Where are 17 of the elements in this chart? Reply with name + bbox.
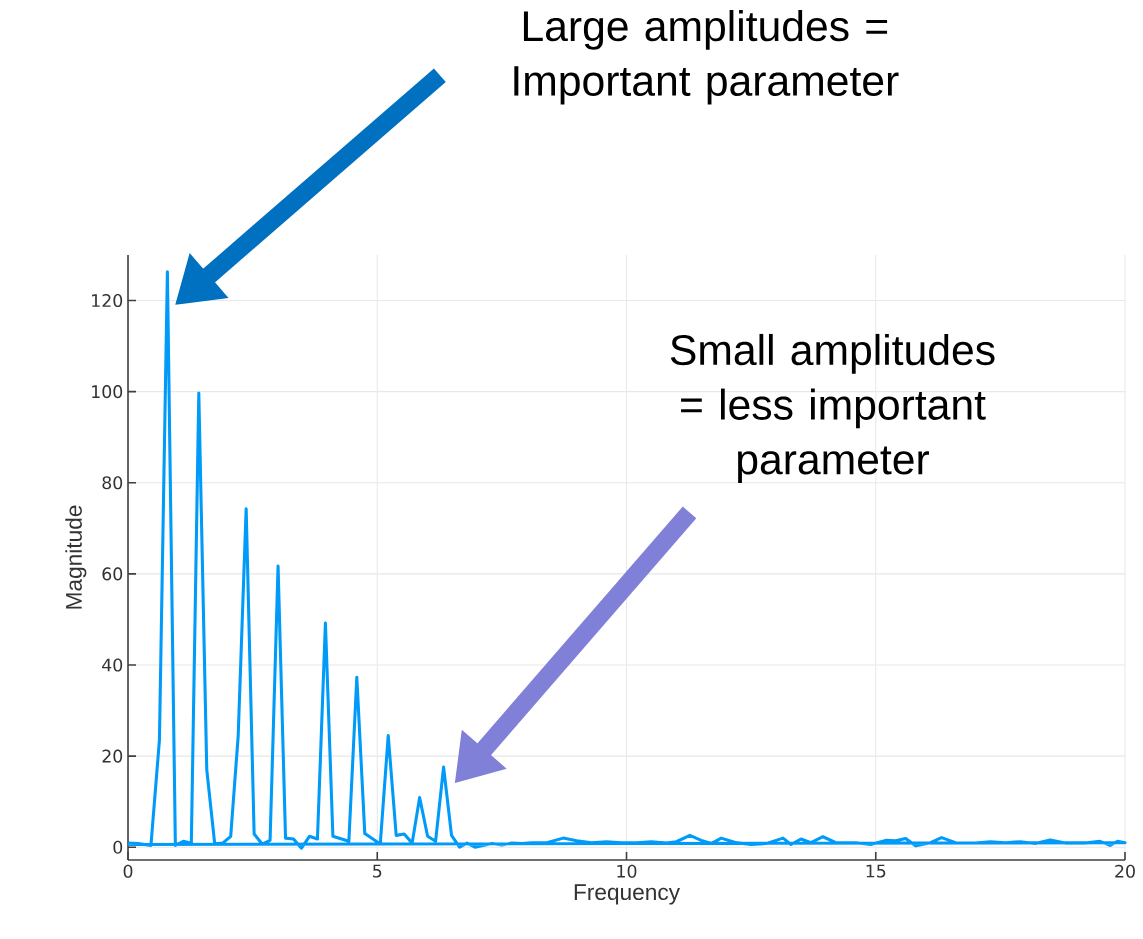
annotation: Small amplitudes = less important parameter xyxy=(670,333,995,483)
y-axis-title: Magnitude xyxy=(65,505,87,609)
y-tick-label: 80 xyxy=(102,476,123,490)
line-series xyxy=(126,270,1127,850)
y-tick-label: 100 xyxy=(92,385,123,399)
x-axis-title: Frequency xyxy=(574,884,680,905)
y-tick-label: 60 xyxy=(102,567,123,581)
y-tick-label: 0 xyxy=(113,840,123,854)
x-tick-label: 0 xyxy=(123,864,133,878)
text: Large amplitudes = Important parameter xyxy=(514,9,899,105)
x-tick-label: 15 xyxy=(866,864,886,878)
x-tick-label: 20 xyxy=(1115,864,1135,878)
y-tick-label: 20 xyxy=(102,749,123,763)
y-tick-label: 40 xyxy=(102,658,123,672)
x-tick-label: 5 xyxy=(373,864,382,878)
x-tick-label: 10 xyxy=(617,864,637,878)
y-tick-label: 120 xyxy=(92,293,123,308)
